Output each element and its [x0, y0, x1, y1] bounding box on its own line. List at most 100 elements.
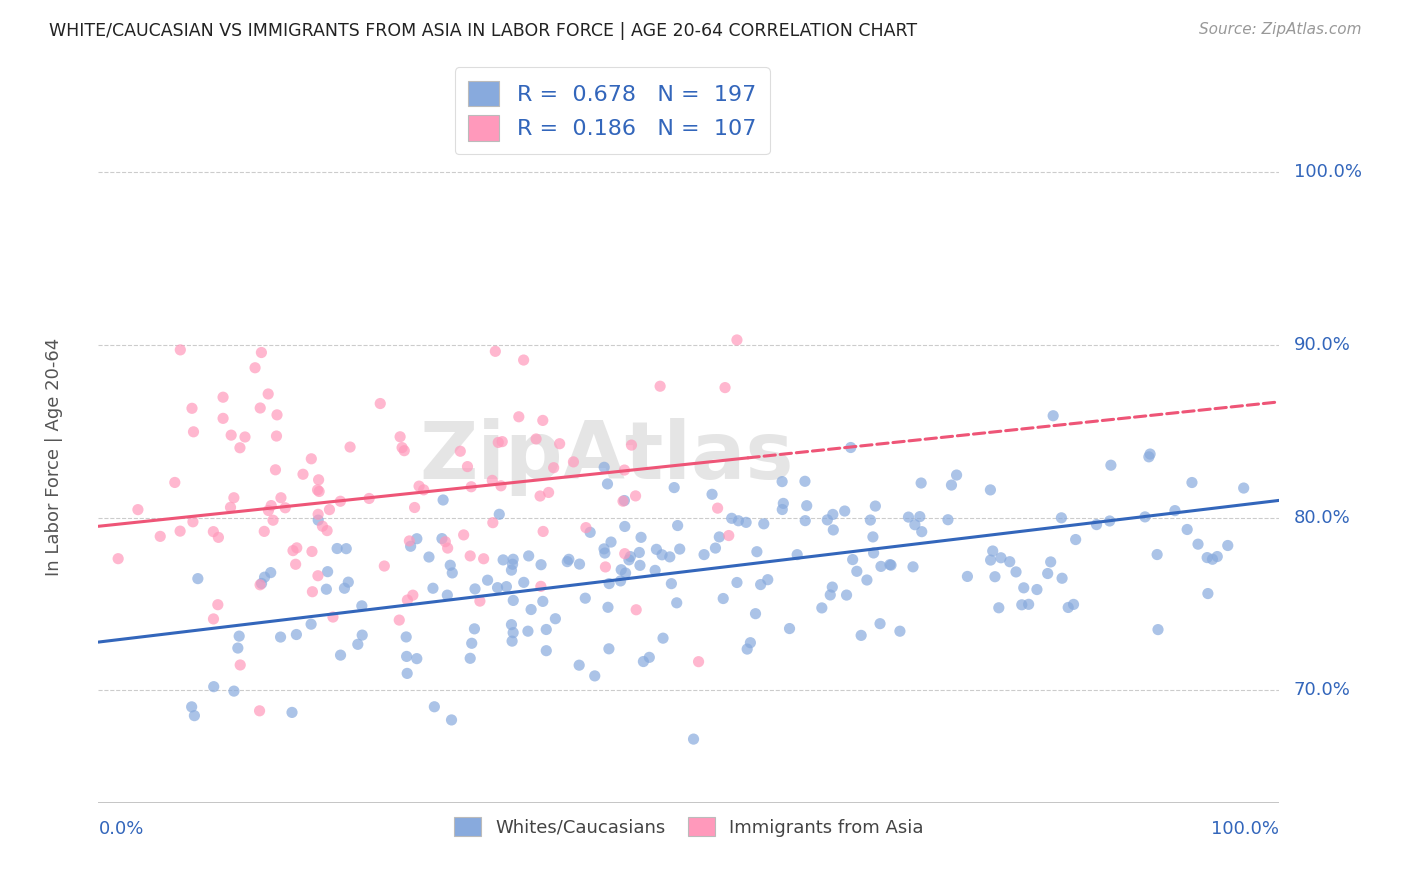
Point: [537, 485, 560, 500]
Point: [815, 513, 838, 527]
Point: [1146, 548, 1168, 562]
Point: [524, 432, 547, 446]
Point: [389, 430, 412, 444]
Point: [308, 473, 330, 487]
Point: [441, 566, 464, 580]
Point: [1147, 623, 1170, 637]
Point: [202, 680, 225, 694]
Point: [531, 594, 554, 608]
Point: [658, 549, 681, 564]
Point: [668, 542, 690, 557]
Point: [834, 504, 856, 518]
Point: [250, 345, 273, 359]
Point: [260, 499, 283, 513]
Point: [264, 463, 287, 477]
Point: [439, 558, 461, 573]
Point: [600, 535, 623, 549]
Point: [333, 581, 356, 595]
Point: [1233, 481, 1256, 495]
Point: [1098, 514, 1121, 528]
Point: [180, 699, 202, 714]
Point: [346, 637, 368, 651]
Point: [865, 499, 887, 513]
Point: [508, 409, 530, 424]
Point: [596, 600, 619, 615]
Point: [614, 566, 637, 580]
Point: [811, 601, 834, 615]
Point: [628, 545, 651, 559]
Point: [568, 658, 591, 673]
Point: [212, 411, 235, 425]
Point: [329, 494, 352, 508]
Point: [169, 343, 191, 357]
Point: [359, 491, 381, 506]
Point: [593, 460, 616, 475]
Point: [936, 513, 959, 527]
Point: [617, 553, 640, 567]
Point: [339, 440, 361, 454]
Point: [706, 501, 728, 516]
Point: [530, 579, 553, 593]
Point: [491, 434, 513, 449]
Point: [502, 558, 524, 572]
Point: [574, 591, 596, 606]
Point: [440, 713, 463, 727]
Point: [981, 544, 1004, 558]
Point: [316, 524, 339, 538]
Point: [233, 430, 256, 444]
Point: [396, 666, 419, 681]
Point: [495, 580, 517, 594]
Point: [984, 570, 1007, 584]
Point: [652, 631, 675, 645]
Point: [292, 467, 315, 482]
Point: [187, 572, 209, 586]
Point: [756, 573, 779, 587]
Point: [596, 477, 619, 491]
Point: [285, 541, 308, 555]
Text: 100.0%: 100.0%: [1212, 820, 1279, 838]
Point: [434, 534, 457, 549]
Point: [704, 541, 727, 555]
Point: [1050, 511, 1073, 525]
Point: [207, 530, 229, 544]
Point: [249, 401, 271, 415]
Point: [709, 530, 731, 544]
Text: In Labor Force | Age 20-64: In Labor Force | Age 20-64: [45, 338, 62, 576]
Point: [405, 651, 427, 665]
Point: [488, 508, 510, 522]
Point: [1064, 533, 1087, 547]
Text: 90.0%: 90.0%: [1294, 335, 1351, 354]
Point: [163, 475, 186, 490]
Point: [779, 622, 801, 636]
Point: [335, 541, 357, 556]
Point: [253, 570, 276, 584]
Point: [823, 523, 845, 537]
Point: [458, 549, 481, 563]
Point: [257, 387, 280, 401]
Point: [468, 594, 491, 608]
Point: [1036, 566, 1059, 581]
Point: [477, 573, 499, 587]
Point: [1137, 450, 1160, 464]
Point: [821, 508, 844, 522]
Point: [249, 704, 271, 718]
Point: [285, 627, 308, 641]
Legend: Whites/Caucasians, Immigrants from Asia: Whites/Caucasians, Immigrants from Asia: [446, 807, 932, 846]
Point: [536, 623, 558, 637]
Point: [311, 519, 333, 533]
Point: [725, 333, 748, 347]
Point: [644, 563, 666, 577]
Point: [610, 563, 633, 577]
Point: [436, 541, 458, 555]
Point: [422, 581, 444, 595]
Point: [749, 577, 772, 591]
Point: [461, 636, 484, 650]
Point: [529, 489, 551, 503]
Point: [301, 544, 323, 558]
Point: [513, 575, 536, 590]
Point: [770, 502, 793, 516]
Point: [536, 643, 558, 657]
Point: [396, 593, 419, 607]
Point: [620, 438, 643, 452]
Point: [897, 510, 920, 524]
